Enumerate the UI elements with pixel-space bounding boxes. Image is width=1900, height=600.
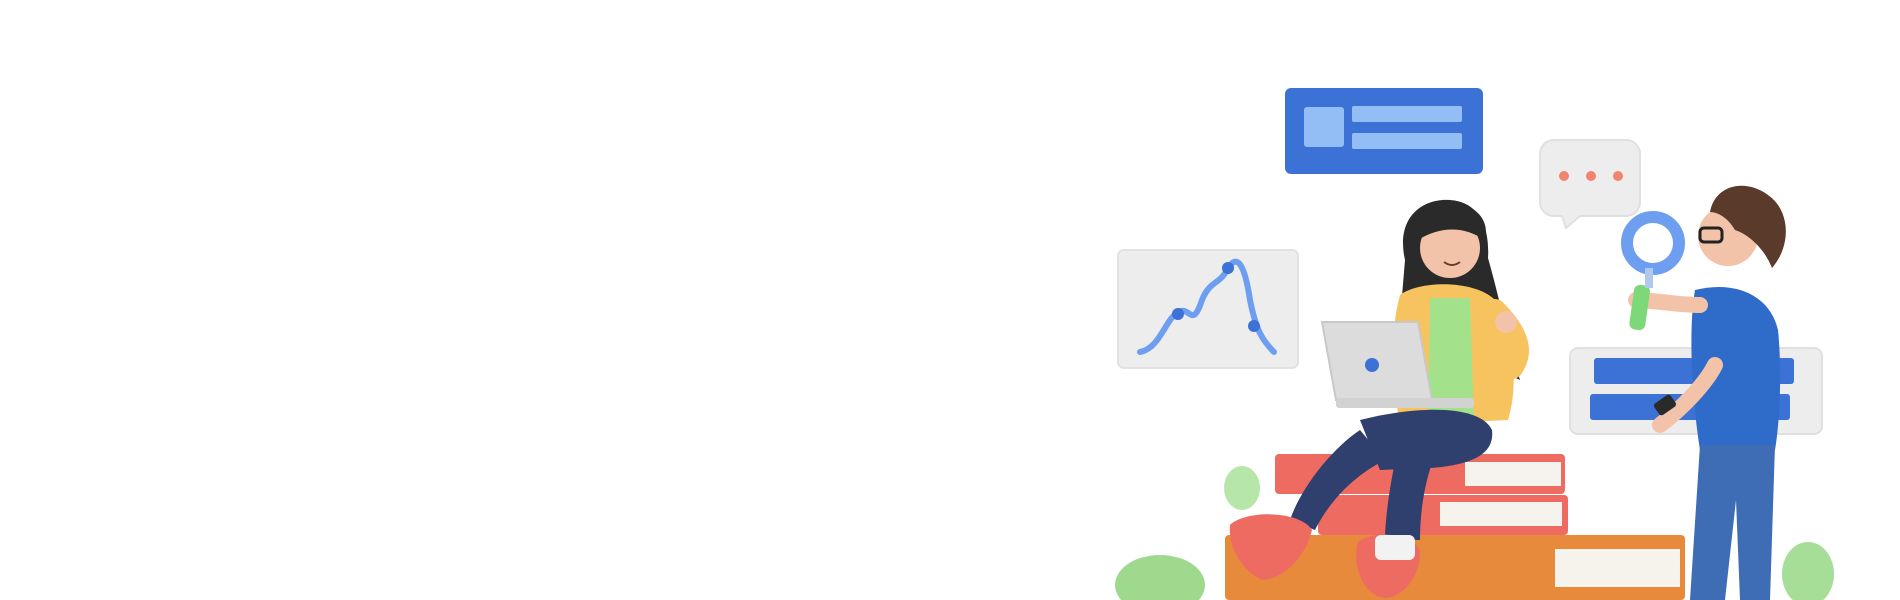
chart-point-1: [1172, 308, 1184, 320]
magnifier-icon: [1621, 211, 1685, 331]
info-card-square: [1304, 107, 1344, 147]
chat-bubble-icon: [1539, 139, 1641, 230]
info-card-line-1: [1352, 106, 1462, 122]
man-glasses: [1698, 226, 1724, 244]
info-card-line-2: [1352, 133, 1462, 149]
chat-dot-2: [1586, 171, 1596, 181]
leaves: [1115, 466, 1834, 600]
woman-shirt: [1428, 298, 1474, 420]
info-card-icon: [1285, 88, 1483, 174]
chart-card-bg: [1117, 249, 1299, 369]
book-middle-pages: [1440, 502, 1562, 526]
laptop-icon: [1320, 321, 1474, 408]
chat-dot-1: [1559, 171, 1569, 181]
magnifier-handle: [1629, 284, 1650, 331]
chat-dot-3: [1613, 171, 1623, 181]
woman-smile: [1443, 261, 1461, 266]
laptop-logo: [1365, 358, 1379, 372]
leaf-small: [1224, 466, 1260, 510]
chart-point-2: [1222, 262, 1234, 274]
man-arm-form: [1652, 357, 1723, 433]
leaf-left: [1115, 555, 1205, 600]
magnifier-ring: [1621, 211, 1685, 275]
leaf-right: [1782, 542, 1834, 600]
man-figure: [1628, 185, 1786, 600]
man-pants: [1690, 445, 1775, 600]
line-chart-card-icon: [1117, 249, 1299, 369]
woman-leg-upper: [1360, 409, 1493, 470]
chart-point-3: [1248, 320, 1260, 332]
woman-leg-right: [1385, 440, 1435, 540]
man-watch: [1653, 394, 1677, 416]
woman-hair-front: [1418, 203, 1486, 240]
woman-hand-raised: [1495, 311, 1517, 333]
woman-face: [1420, 218, 1480, 278]
man-hair: [1710, 185, 1786, 268]
woman-shoe-left: [1229, 514, 1312, 580]
chat-bubble-shape: [1539, 139, 1641, 230]
book-top-pages: [1465, 462, 1561, 486]
book-bottom-pages: [1555, 549, 1680, 587]
woman-figure: [1229, 199, 1529, 598]
woman-leg-left: [1290, 430, 1385, 530]
woman-shoe-right-top: [1375, 535, 1415, 560]
man-shirt: [1691, 286, 1781, 450]
laptop-base: [1336, 398, 1474, 408]
magnifier-neck: [1645, 268, 1653, 288]
